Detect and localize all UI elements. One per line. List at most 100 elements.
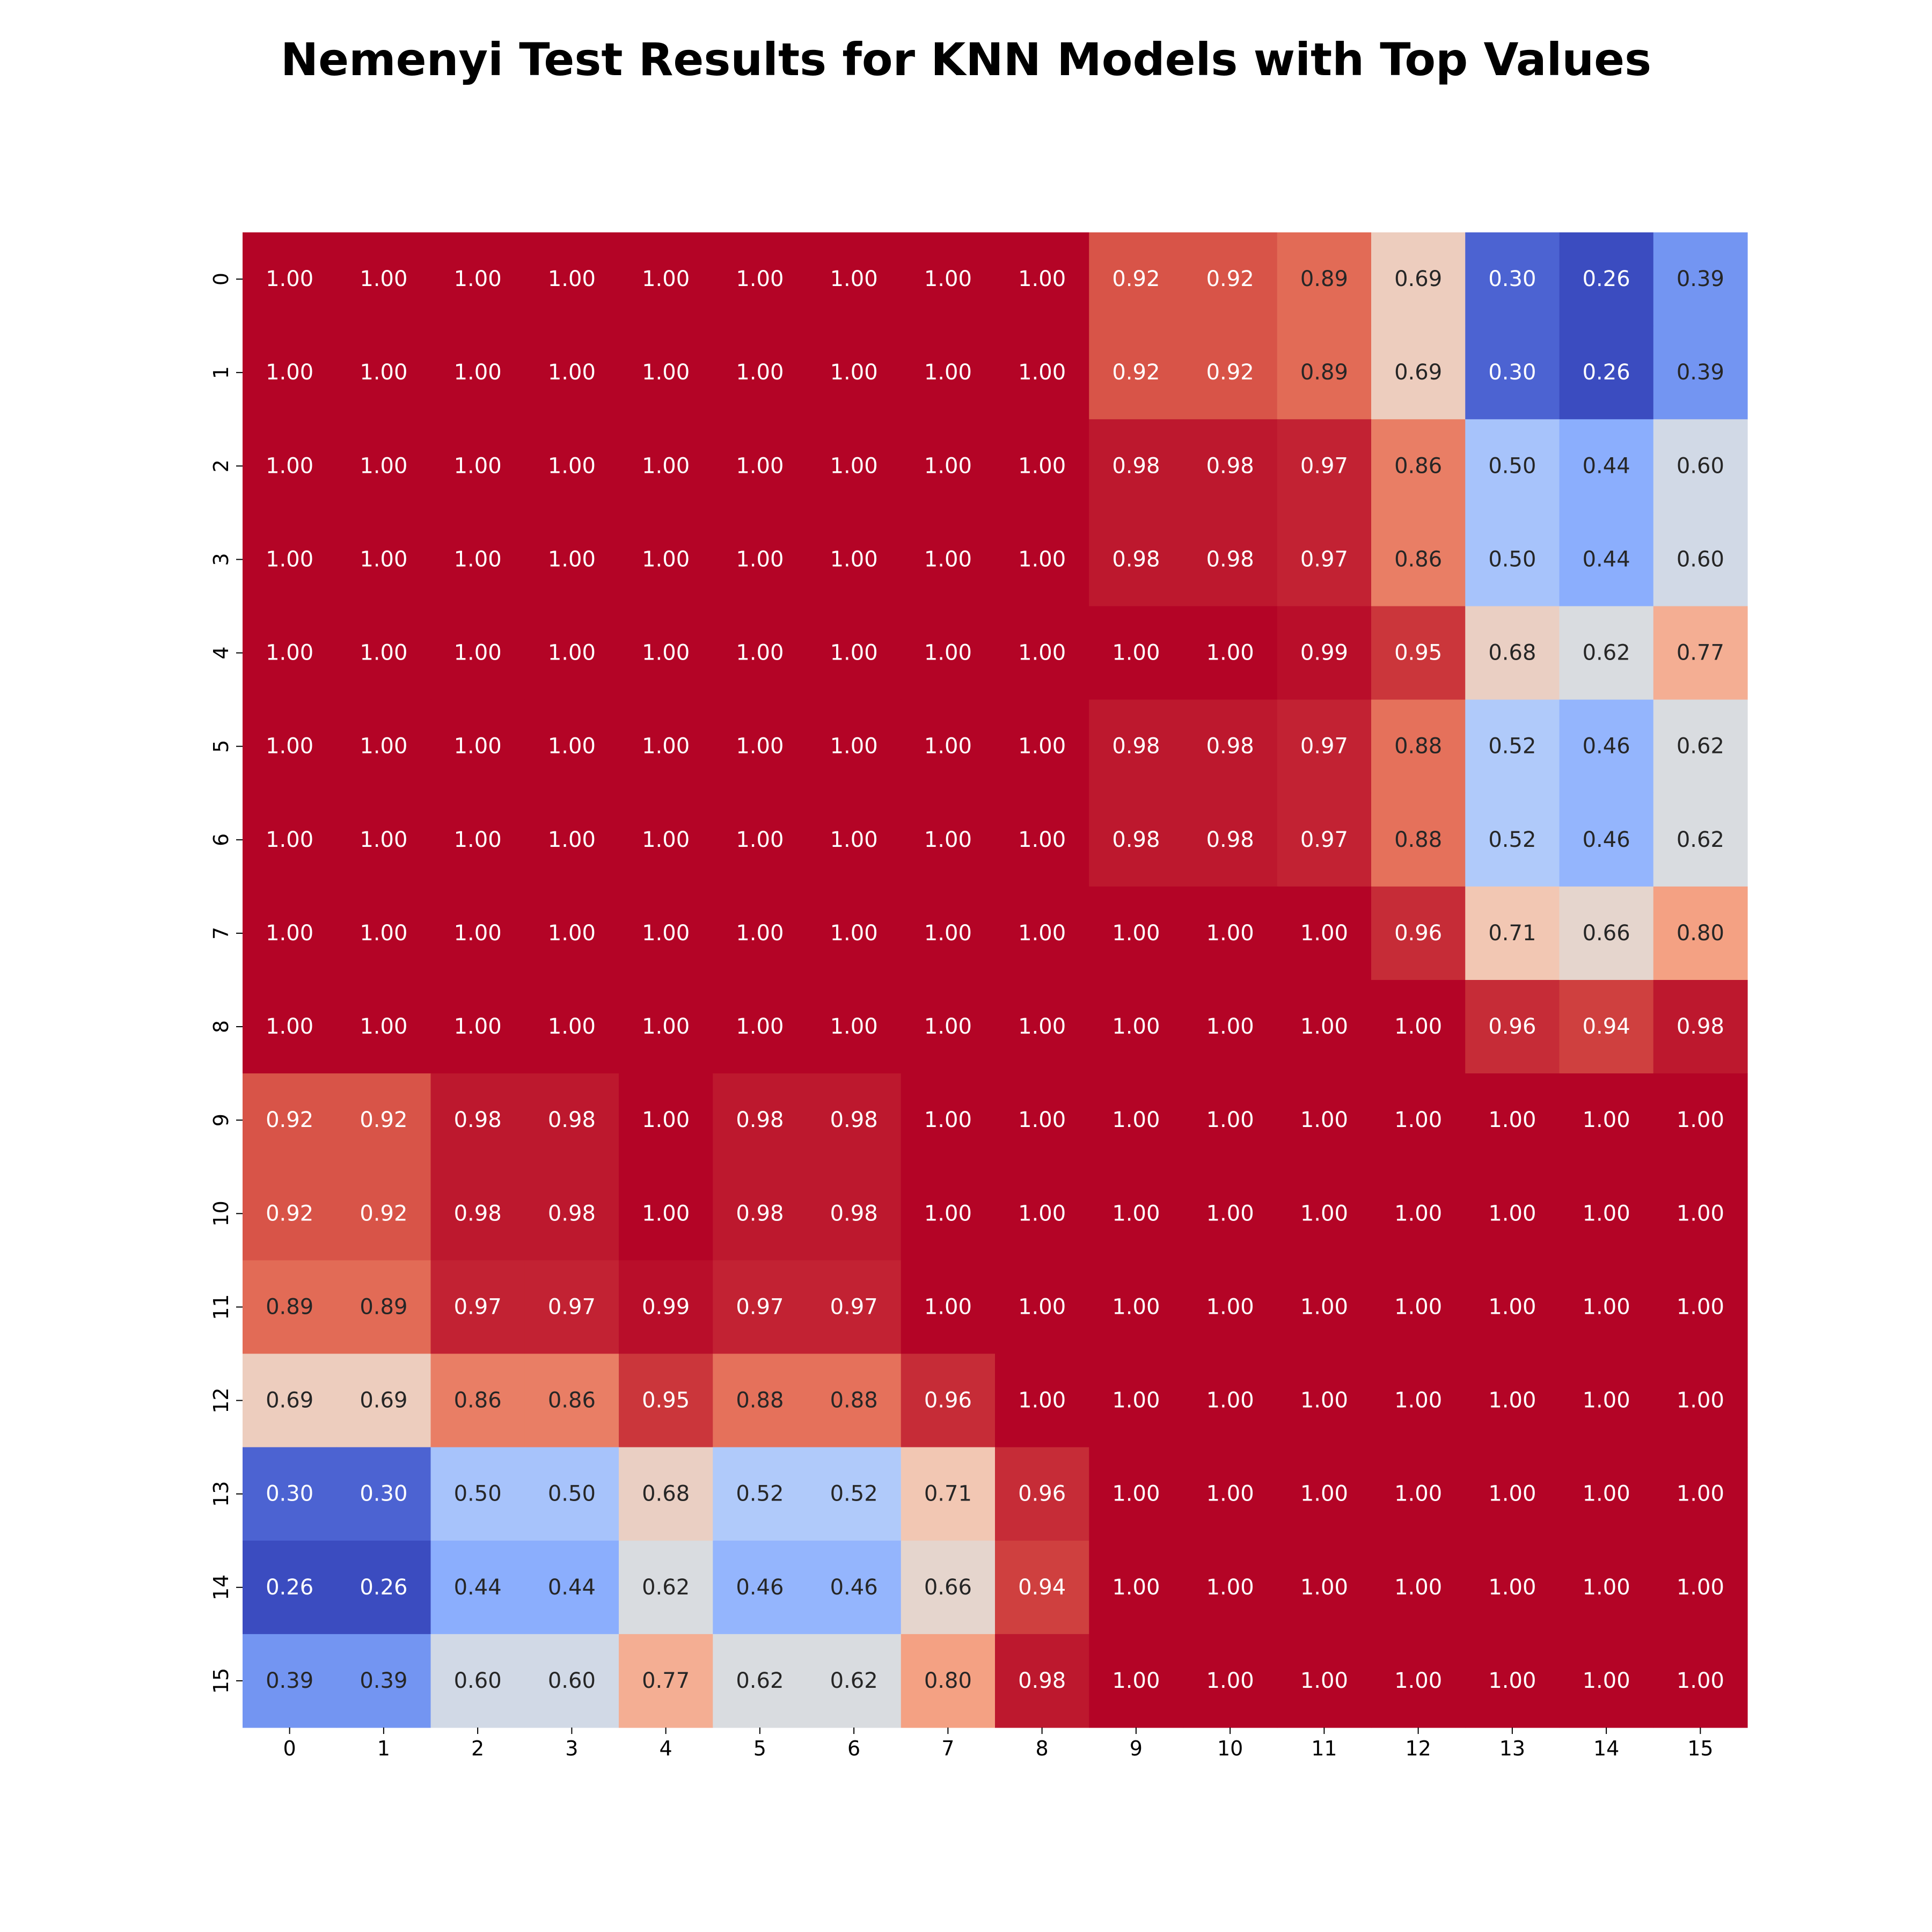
heatmap-cell [430,1353,525,1448]
heatmap-cell [619,886,713,980]
cell-value-label: 0.97 [1300,547,1348,572]
heatmap-cell [336,980,431,1074]
heatmap-cell [1465,513,1560,607]
cell-value-label: 1.00 [830,641,878,665]
cell-value-label: 0.77 [1677,641,1724,665]
cell-value-label: 0.50 [454,1482,502,1506]
cell-value-label: 1.00 [1394,1482,1442,1506]
cell-value-label: 1.00 [548,547,596,572]
cell-value-label: 1.00 [1018,547,1066,572]
heatmap-cell [1465,1353,1560,1448]
heatmap-cell [713,1353,808,1448]
heatmap-cell [1371,513,1466,607]
cell-value-label: 0.98 [830,1108,878,1132]
cell-value-label: 1.00 [1112,641,1160,665]
cell-value-label: 0.98 [548,1108,596,1132]
heatmap-cell [1089,326,1184,420]
cell-value-label: 0.52 [1488,734,1536,759]
heatmap-cell [619,1634,713,1728]
cell-value-label: 0.50 [548,1482,596,1506]
heatmap-cell [1559,1540,1654,1635]
heatmap-cell [1371,793,1466,887]
heatmap-cell [1371,699,1466,794]
cell-value-label: 0.99 [1300,641,1348,665]
heatmap-cell [995,419,1089,513]
heatmap-cell [1183,1073,1278,1167]
cell-value-label: 1.00 [1018,360,1066,385]
cell-value-label: 0.97 [548,1294,596,1319]
x-tick-label: 15 [1687,1737,1713,1760]
cell-value-label: 1.00 [1206,1014,1254,1039]
cell-value-label: 1.00 [548,641,596,665]
heatmap-cell [336,513,431,607]
cell-value-label: 1.00 [454,828,502,852]
cell-value-label: 0.92 [360,1201,407,1226]
cell-value-label: 1.00 [1677,1482,1724,1506]
cell-value-label: 1.00 [360,641,407,665]
x-axis: 0 1 2 3 4 5 6 7 8 9 10 11 12 13 14 15 [283,1728,1714,1760]
heatmap-cell [1089,606,1184,700]
cell-value-label: 1.00 [548,828,596,852]
heatmap-cell [1465,1260,1560,1355]
y-tick-label: 3 [209,553,233,566]
heatmap-cell [524,1634,619,1728]
heatmap-cell [619,1073,713,1167]
heatmap-cell [1371,1634,1466,1728]
cell-value-label: 1.00 [1018,453,1066,478]
heatmap-cell [1089,793,1184,887]
heatmap-cell [430,699,525,794]
heatmap-cell [713,1540,808,1635]
heatmap-cell [713,1167,808,1261]
cell-value-label: 0.50 [1488,547,1536,572]
heatmap-cell [524,1073,619,1167]
cell-value-label: 1.00 [1112,1014,1160,1039]
heatmap-cell [1559,326,1654,420]
cell-value-label: 0.44 [454,1575,502,1600]
y-tick-label: 4 [209,646,233,659]
cell-value-label: 1.00 [1018,828,1066,852]
cell-value-label: 1.00 [266,734,313,759]
heatmap-cell [336,232,431,326]
cell-value-label: 1.00 [736,267,784,291]
heatmap-cell [243,699,337,794]
cell-value-label: 1.00 [1583,1294,1630,1319]
cell-value-label: 0.69 [266,1388,313,1413]
cell-value-label: 0.60 [1677,547,1724,572]
heatmap-cell [1559,419,1654,513]
cell-value-label: 1.00 [1488,1482,1536,1506]
cell-value-label: 1.00 [266,267,313,291]
x-tick-label: 10 [1217,1737,1243,1760]
heatmap-cell [713,419,808,513]
heatmap-cell [807,513,902,607]
heatmap-cell [713,513,808,607]
cell-value-label: 0.98 [1206,734,1254,759]
cell-value-label: 1.00 [1206,921,1254,946]
heatmap-cell [1277,1540,1372,1635]
cell-value-label: 0.97 [830,1294,878,1319]
heatmap-cells: 1.00 1.00 1.00 1.00 1.00 1.00 1.00 1.00 1.00 0.92… [243,232,1748,1728]
heatmap-cell [243,980,337,1074]
cell-value-label: 0.68 [642,1482,690,1506]
cell-value-label: 0.30 [1488,360,1536,385]
cell-value-label: 1.00 [924,267,972,291]
heatmap-cell [1465,1167,1560,1261]
heatmap-cell [524,1260,619,1355]
cell-value-label: 1.00 [642,641,690,665]
heatmap-cell [807,1353,902,1448]
heatmap-cell [1653,1540,1748,1635]
cell-value-label: 1.00 [924,921,972,946]
cell-value-label: 0.94 [1018,1575,1066,1600]
cell-value-label: 1.00 [924,641,972,665]
cell-value-label: 0.44 [548,1575,596,1600]
cell-value-label: 0.39 [1677,267,1724,291]
cell-value-label: 0.62 [1583,641,1630,665]
heatmap-cell [1371,419,1466,513]
y-tick-label: 11 [209,1294,233,1320]
cell-value-label: 1.00 [548,921,596,946]
cell-value-label: 1.00 [1300,1201,1348,1226]
cell-value-label: 1.00 [1206,1668,1254,1693]
cell-value-label: 1.00 [1018,1388,1066,1413]
cell-value-label: 1.00 [266,453,313,478]
cell-value-label: 0.98 [548,1201,596,1226]
heatmap-cell [901,980,996,1074]
